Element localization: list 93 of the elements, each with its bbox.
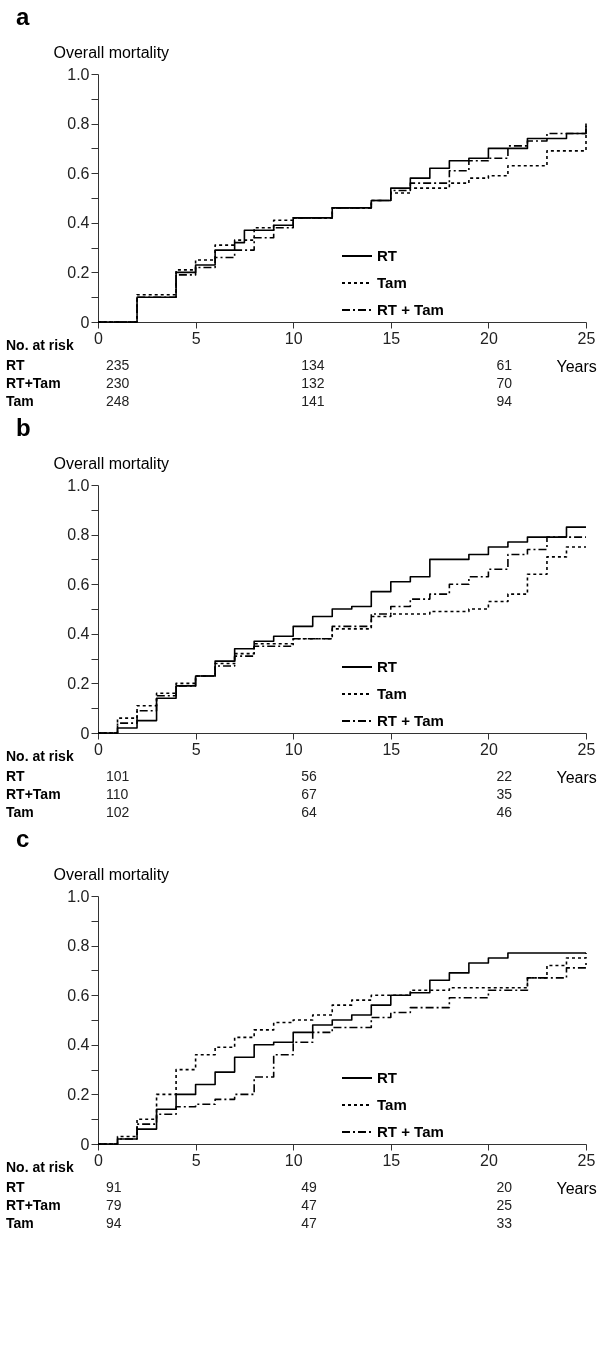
text: RT+Tam <box>6 375 61 391</box>
text: 102 <box>106 804 130 820</box>
text: 61 <box>496 357 513 373</box>
chart-title: a <box>16 3 30 30</box>
text: RT <box>6 357 26 373</box>
text: 35 <box>496 786 513 802</box>
x-tick-label: 0 <box>94 1151 104 1169</box>
legend-label: RT <box>377 247 397 264</box>
y-tick-label: 0 <box>80 1135 90 1153</box>
x-tick-label: 0 <box>94 740 104 758</box>
text: 79 <box>106 1197 122 1213</box>
x-axis-title: Years <box>556 357 597 375</box>
x-tick-label: 20 <box>480 329 498 347</box>
x-tick-label: 25 <box>577 740 596 758</box>
y-tick-label: 0 <box>80 724 90 742</box>
y-tick-label: 0.6 <box>67 986 90 1004</box>
text: 94 <box>496 393 513 409</box>
text: RT <box>6 768 26 784</box>
text: 67 <box>301 786 317 802</box>
legend-label: Tam <box>377 1096 407 1113</box>
x-tick-label: 5 <box>191 1151 201 1169</box>
y-tick-label: 0.8 <box>67 526 90 544</box>
text: 94 <box>106 1215 122 1231</box>
x-tick-label: 15 <box>382 740 401 758</box>
x-tick-label: 20 <box>480 1151 498 1169</box>
text: 70 <box>496 375 513 391</box>
legend-label: Tam <box>377 274 407 291</box>
text: No. at risk <box>6 1159 74 1175</box>
legend-label: RT <box>377 658 397 675</box>
text: No. at risk <box>6 748 74 764</box>
x-tick-label: 0 <box>94 329 104 347</box>
y-tick-label: 0.6 <box>67 164 90 182</box>
y-tick-label: 0 <box>80 313 90 331</box>
text: RT <box>6 1179 26 1195</box>
y-tick-label: 1.0 <box>67 476 90 494</box>
y-tick-label: 0.4 <box>67 214 90 232</box>
text: 20 <box>496 1179 513 1195</box>
x-tick-label: 10 <box>284 740 303 758</box>
text: Tam <box>6 393 34 409</box>
x-tick-label: 5 <box>191 329 201 347</box>
x-tick-label: 25 <box>577 1151 596 1169</box>
text: 141 <box>301 393 325 409</box>
text: RT+Tam <box>6 786 61 802</box>
y-tick-label: 0.8 <box>67 937 90 955</box>
text: 56 <box>301 768 317 784</box>
text: 25 <box>496 1197 513 1213</box>
y-tick-label: 0.2 <box>67 263 90 281</box>
x-axis-title: Years <box>556 768 597 786</box>
y-axis-title: Overall mortality <box>53 454 170 472</box>
x-tick-label: 20 <box>480 740 498 758</box>
text: 230 <box>106 375 130 391</box>
text: 101 <box>106 768 130 784</box>
y-tick-label: 0.4 <box>67 1036 90 1054</box>
y-tick-label: 0.8 <box>67 115 90 133</box>
y-tick-label: 0.2 <box>67 674 90 692</box>
legend-label: Tam <box>377 685 407 702</box>
text: Tam <box>6 1215 34 1231</box>
text: 91 <box>106 1179 122 1195</box>
text: Tam <box>6 804 34 820</box>
legend-label: RT + Tam <box>377 301 444 318</box>
legend-label: RT <box>377 1069 397 1086</box>
legend-label: RT + Tam <box>377 712 444 729</box>
y-tick-label: 1.0 <box>67 65 90 83</box>
text: 235 <box>106 357 130 373</box>
x-tick-label: 15 <box>382 329 401 347</box>
x-tick-label: 5 <box>191 740 201 758</box>
y-tick-label: 0.2 <box>67 1085 90 1103</box>
text: 22 <box>496 768 513 784</box>
chart-title: b <box>16 414 31 441</box>
text: 64 <box>301 804 317 820</box>
y-tick-label: 0.4 <box>67 625 90 643</box>
y-axis-title: Overall mortality <box>53 43 170 61</box>
chart-title: c <box>16 825 30 852</box>
text: 33 <box>496 1215 513 1231</box>
text: 47 <box>301 1215 317 1231</box>
y-axis-title: Overall mortality <box>53 865 170 883</box>
legend-label: RT + Tam <box>377 1123 444 1140</box>
text: 46 <box>496 804 513 820</box>
text: 110 <box>106 786 129 802</box>
y-tick-label: 1.0 <box>67 887 90 905</box>
x-tick-label: 15 <box>382 1151 401 1169</box>
text: 134 <box>301 357 325 373</box>
text: 47 <box>301 1197 317 1213</box>
text: 248 <box>106 393 130 409</box>
x-tick-label: 25 <box>577 329 596 347</box>
text: 49 <box>301 1179 317 1195</box>
text: No. at risk <box>6 337 74 353</box>
x-tick-label: 10 <box>284 329 303 347</box>
x-axis-title: Years <box>556 1179 597 1197</box>
text: 132 <box>301 375 325 391</box>
text: RT+Tam <box>6 1197 61 1213</box>
y-tick-label: 0.6 <box>67 575 90 593</box>
x-tick-label: 10 <box>284 1151 303 1169</box>
